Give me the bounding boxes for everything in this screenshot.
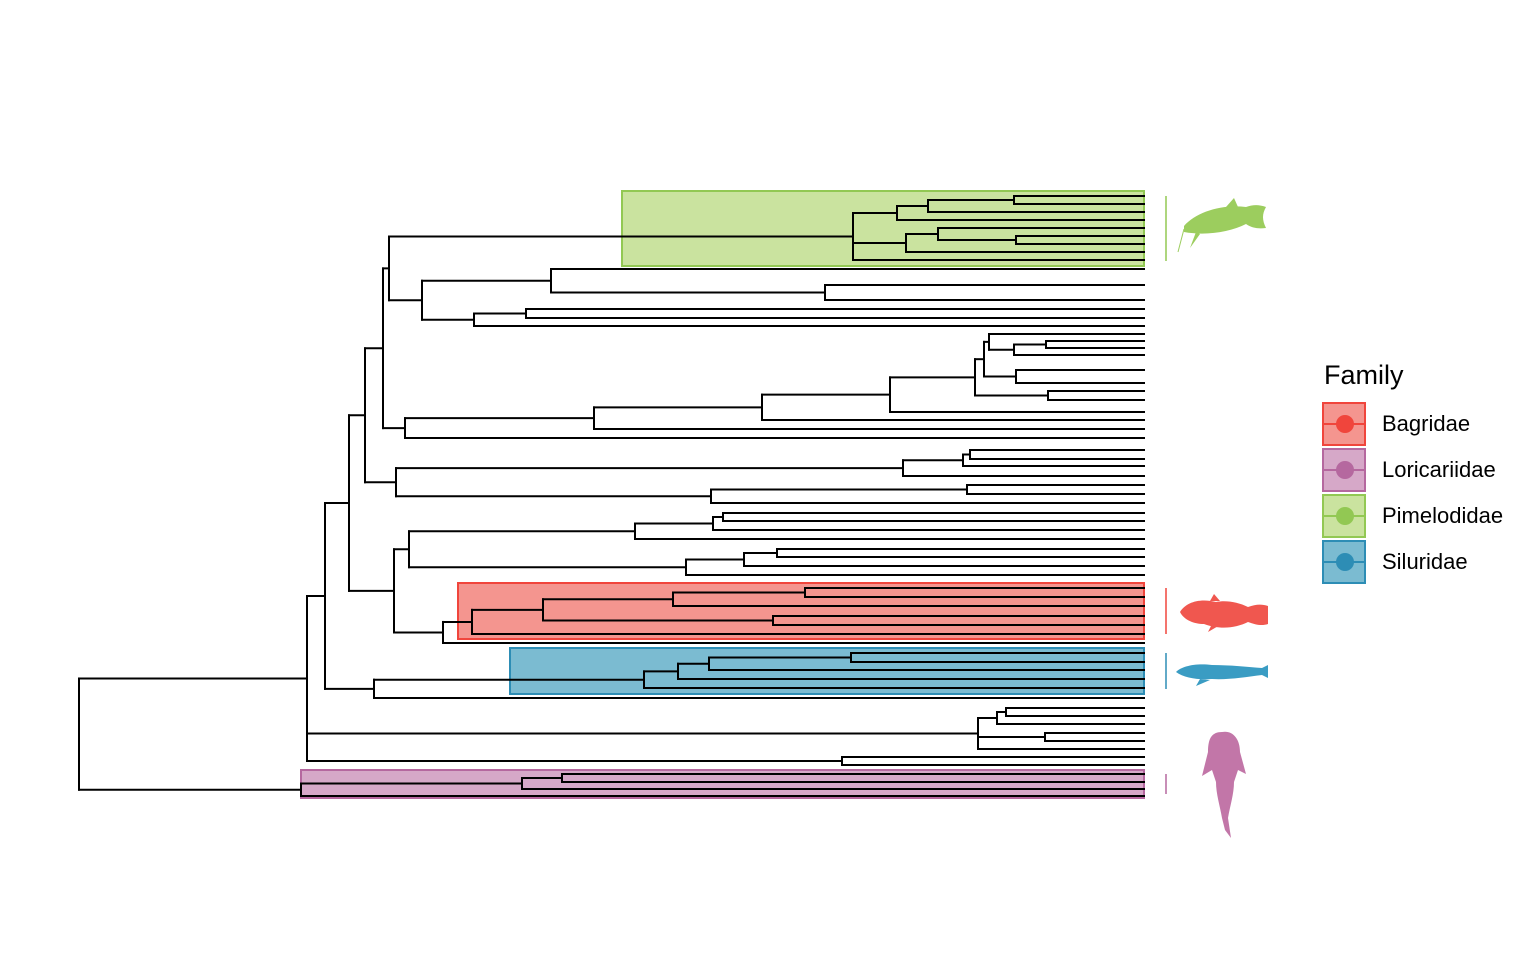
legend-item-loricariidae: Loricariidae (1322, 447, 1503, 493)
legend-swatch-siluridae (1322, 540, 1366, 584)
legend: Family Bagridae Loricariidae Pimelodidae Si… (1322, 360, 1503, 585)
legend-label: Siluridae (1382, 549, 1468, 574)
legend-item-pimelodidae: Pimelodidae (1322, 493, 1503, 539)
siluridae-catfish-silhouette-icon (1176, 664, 1268, 686)
legend-label: Pimelodidae (1382, 503, 1504, 528)
legend-item-siluridae: Siluridae (1322, 539, 1503, 585)
tree-branches (78, 195, 1145, 797)
loricariidae-suckermouth-catfish-silhouette-icon (1202, 731, 1246, 838)
legend-label: Loricariidae (1382, 457, 1496, 482)
pimelodidae-catfish-silhouette-icon (1177, 198, 1266, 253)
clade-box-bagridae (457, 582, 1145, 640)
legend-swatch-bagridae (1322, 402, 1366, 446)
legend-label: Bagridae (1382, 411, 1471, 436)
legend-swatch-pimelodidae (1322, 494, 1366, 538)
bagridae-catfish-silhouette-icon (1180, 594, 1268, 632)
legend-title: Family (1324, 360, 1404, 390)
legend-swatch-loricariidae (1322, 448, 1366, 492)
legend-item-bagridae: Bagridae (1322, 401, 1503, 447)
